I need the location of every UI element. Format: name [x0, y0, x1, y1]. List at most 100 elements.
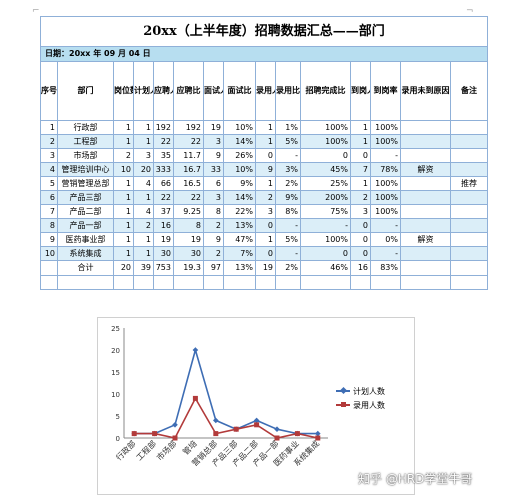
table-cell	[400, 190, 451, 205]
table-cell: 9	[203, 232, 224, 247]
table-row: 7 产品二部 1 4 37 9.25 8 22% 3 8% 75% 3 100%	[40, 204, 489, 219]
table-cell: 30	[153, 246, 174, 261]
table-cell: 3	[255, 204, 276, 219]
table-cell: 100%	[370, 134, 401, 149]
table-cell: 2	[350, 190, 371, 205]
column-header: 序号	[40, 61, 58, 121]
total-cell: 16	[350, 260, 371, 276]
table-cell: 1	[133, 134, 154, 149]
report-date: 日期：20xx 年 09 月 04 日	[39, 46, 489, 62]
table-cell: 1	[133, 246, 154, 261]
table-cell: 22	[153, 190, 174, 205]
series-line	[134, 396, 318, 439]
table-cell: 解资	[400, 232, 451, 247]
table-cell	[449, 148, 489, 163]
table-cell: 1	[350, 176, 371, 191]
empty-cell	[153, 275, 174, 290]
table-cell	[400, 148, 451, 163]
column-header: 计划人数	[133, 61, 154, 121]
table-cell: 4	[40, 162, 58, 177]
table-cell: 1	[113, 134, 134, 149]
header-row: 序号部门岗位数计划人数应聘人数应聘比面试人数面试比录用人数录用比招聘完成比到岗人…	[40, 61, 489, 121]
empty-cell	[350, 275, 371, 290]
chart-legend: 计划人数录用人数	[336, 384, 385, 412]
data-point	[131, 431, 137, 437]
table-cell: 0	[300, 148, 351, 163]
table-cell: 1	[255, 120, 276, 135]
column-header: 录用比	[275, 61, 301, 121]
table-cell: 1	[113, 232, 134, 247]
recruitment-summary-table: 20xx（上半年度）招聘数据汇总——部门 日期：20xx 年 09 月 04 日…	[39, 16, 489, 290]
table-cell: 19	[153, 232, 174, 247]
table-cell: 3	[203, 134, 224, 149]
legend-item: 计划人数	[336, 384, 385, 398]
table-cell: 16.5	[173, 176, 204, 191]
column-header: 到岗率	[370, 61, 401, 121]
table-cell: 9	[203, 148, 224, 163]
column-header: 面试人数	[203, 61, 224, 121]
table-cell: 14%	[223, 134, 256, 149]
table-cell: 4	[133, 176, 154, 191]
table-cell: 35	[153, 148, 174, 163]
empty-cell	[173, 275, 204, 290]
table-cell: 5%	[275, 232, 301, 247]
data-point	[315, 435, 321, 441]
y-tick-label: 15	[111, 369, 120, 377]
table-cell	[449, 162, 489, 177]
table-cell: 4	[133, 204, 154, 219]
table-cell: 9%	[223, 176, 256, 191]
table-cell	[400, 134, 451, 149]
table-cell: 20	[133, 162, 154, 177]
table-cell: 100%	[300, 120, 351, 135]
table-row: 2 工程部 1 1 22 22 3 14% 1 5% 100% 1 100%	[40, 134, 489, 149]
table-cell: 30	[173, 246, 204, 261]
legend-label: 录用人数	[353, 400, 385, 410]
series-line	[134, 347, 318, 435]
table-cell: 75%	[300, 204, 351, 219]
table-cell	[449, 246, 489, 261]
watermark-text: 知乎 @HRD学堂牛哥	[358, 472, 473, 486]
data-point	[274, 435, 280, 441]
table-cell	[400, 204, 451, 219]
table-cell: 3	[203, 190, 224, 205]
table-cell: 3	[133, 148, 154, 163]
column-header: 备注	[449, 61, 489, 121]
table-cell: -	[300, 218, 351, 233]
table-cell: 16.7	[173, 162, 204, 177]
table-cell: 1%	[275, 120, 301, 135]
table-cell: 7	[40, 204, 58, 219]
total-cell: 19	[255, 260, 276, 276]
table-cell: 2	[133, 218, 154, 233]
total-cell: 2%	[275, 260, 301, 276]
empty-cell	[275, 275, 301, 290]
column-header: 部门	[57, 61, 114, 121]
table-cell: -	[275, 218, 301, 233]
table-cell: -	[370, 148, 401, 163]
table-cell: 7%	[223, 246, 256, 261]
table-cell: 10%	[223, 120, 256, 135]
data-point	[213, 417, 219, 424]
table-cell: 推荐	[449, 176, 489, 191]
table-cell: 6	[40, 190, 58, 205]
table-cell	[400, 218, 451, 233]
total-cell	[40, 260, 58, 276]
table-cell: 37	[153, 204, 174, 219]
column-header: 录用未到原因	[400, 61, 451, 121]
table-cell	[449, 232, 489, 247]
y-tick-label: 20	[111, 347, 120, 355]
recruitment-table-container: 20xx（上半年度）招聘数据汇总——部门 日期：20xx 年 09 月 04 日…	[39, 16, 489, 290]
department-cell: 产品三部	[57, 190, 114, 205]
table-cell: -	[275, 246, 301, 261]
table-cell: 2	[203, 246, 224, 261]
table-cell: 1	[133, 190, 154, 205]
column-header: 到岗人数	[350, 61, 371, 121]
table-cell: 3	[350, 204, 371, 219]
table-cell	[449, 190, 489, 205]
table-cell: 8	[173, 218, 204, 233]
table-cell: 192	[173, 120, 204, 135]
table-cell: 0	[255, 218, 276, 233]
table-cell: 333	[153, 162, 174, 177]
table-cell: 1	[113, 218, 134, 233]
table-cell: 100%	[370, 120, 401, 135]
data-point	[172, 435, 178, 441]
